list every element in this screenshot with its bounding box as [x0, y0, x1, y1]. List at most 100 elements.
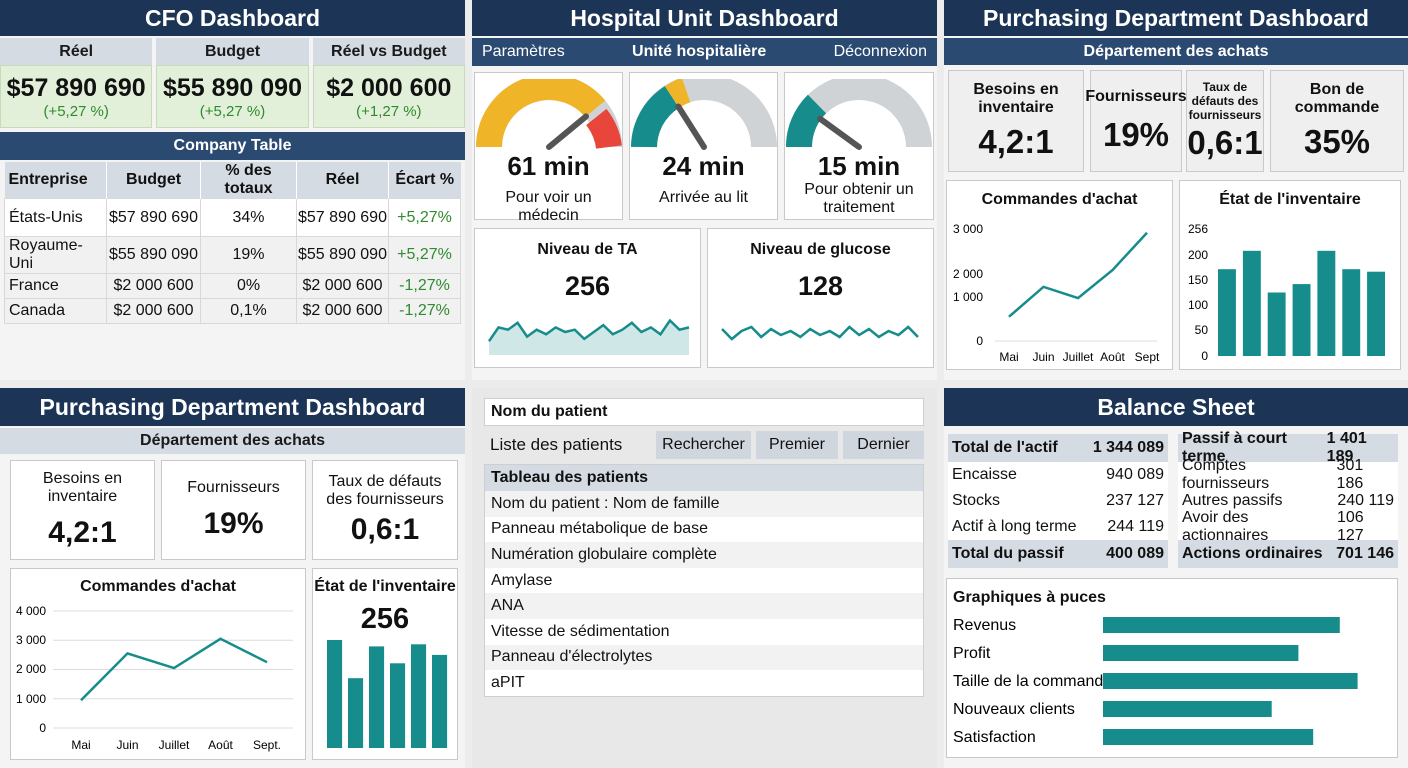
search-button[interactable]: Rechercher — [656, 431, 751, 459]
kpi-suppliers: Fournisseurs 19% — [1085, 70, 1187, 172]
gauge-2 — [631, 79, 777, 150]
purchase-orders-chart: Commandes d'achat 4 000 3 000 2 000 1 00… — [10, 568, 306, 760]
kpi-inventory-needs: Besoins en inventaire 4,2:1 — [10, 460, 155, 560]
last-button[interactable]: Dernier — [843, 431, 924, 459]
line-chart: 3 000 2 000 1 000 0 Mai Juin Juillet Août Se… — [953, 222, 1160, 364]
purchasing-title: Purchasing Department Dashboard — [0, 388, 465, 426]
gauge-needle — [675, 103, 707, 150]
y-tick: 2 000 — [16, 662, 46, 676]
cell: Royaume-Uni — [4, 236, 107, 274]
chart-title: État de l'inventaire — [1219, 191, 1361, 208]
nav-logout-link[interactable]: Déconnexion — [833, 43, 927, 60]
kpi-label: Besoins en inventaire — [42, 470, 123, 505]
liabilities-table: Passif à court terme 1 401 189 Comptes fo… — [1178, 430, 1398, 568]
kpi-value: 19% — [1102, 116, 1170, 153]
list-item[interactable]: aPIT — [485, 670, 923, 696]
row-label: Comptes fournisseurs — [1182, 457, 1270, 492]
bp-title: Niveau de TA — [537, 241, 638, 258]
table-row: Encaisse 940 089 — [948, 462, 1168, 488]
bar — [390, 663, 406, 748]
glucose-title: Niveau de glucose — [750, 241, 891, 258]
x-tick-label: Juillet — [159, 738, 190, 752]
gauge-card-doctor: 61 min Pour voir un médecin — [474, 72, 623, 224]
cfo-dashboard: CFO Dashboard Réel $57 890 690 (+5,27 %)… — [0, 0, 465, 380]
list-item[interactable]: ANA — [485, 593, 923, 619]
col-reel: Réel — [296, 162, 389, 199]
list-item[interactable]: Panneau métabolique de base — [485, 516, 923, 543]
patient-name-field[interactable]: Nom du patient — [484, 398, 924, 426]
glucose-card: Niveau de glucose 128 — [707, 228, 934, 368]
kpi-defect-rate: Taux de défauts des fournisseurs 0,6:1 — [312, 460, 458, 560]
inventory-value: 256 — [360, 603, 410, 635]
bullet-chart: Revenus Profit Taille de la commande Nouvea… — [953, 617, 1358, 746]
y-tick: 100 — [1188, 298, 1208, 312]
row-value: 106 127 — [1336, 509, 1364, 544]
bp-sparkline — [487, 318, 690, 355]
chart-title: Commandes d'achat — [80, 578, 236, 595]
patient-name-label: Nom du patient — [491, 403, 608, 420]
kpi-label: Fournisseurs — [187, 479, 280, 496]
hospital-nav: Paramètres Unité hospitalière Déconnexio… — [472, 38, 937, 66]
bar — [1292, 284, 1311, 356]
bullet-bar — [1103, 617, 1340, 633]
y-tick: 0 — [976, 334, 983, 348]
gauge-needle — [817, 115, 862, 150]
list-item[interactable]: Nom du patient : Nom de famille — [485, 491, 923, 517]
purchase-orders-chart: Commandes d'achat 3 000 2 000 1 000 0 Ma… — [946, 180, 1173, 370]
kpi-change: (+5,27 %) — [199, 102, 266, 120]
y-tick: 256 — [1188, 222, 1208, 236]
nav-settings-link[interactable]: Paramètres — [482, 43, 565, 60]
assets-table: Total de l'actif 1 344 089 Encaisse 940 08… — [948, 434, 1168, 568]
row-label: Total du passif — [952, 545, 1064, 562]
nav-unit-label: Unité hospitalière — [632, 43, 767, 60]
kpi-value: 0,6:1 — [350, 513, 420, 546]
cell: -1,27% — [388, 273, 461, 299]
kpi-defect-rate: Taux de défauts des fournisseurs 0,6:1 — [1186, 70, 1264, 172]
gauge-card-treatment: 15 min Pour obtenir un traitement — [784, 72, 934, 220]
bar — [348, 678, 364, 748]
cell: France — [4, 273, 107, 299]
cell: 0,1% — [200, 298, 297, 324]
kpi-label: Budget — [156, 38, 309, 65]
list-item[interactable]: Panneau d'électrolytes — [485, 644, 923, 671]
bar — [411, 644, 427, 748]
kpi-real-vs-budget: Réel vs Budget $2 000 600 (+1,27 %) — [312, 38, 465, 128]
series-line — [1008, 231, 1148, 318]
row-value: 400 089 — [1106, 545, 1164, 562]
cell: $55 890 090 — [106, 236, 201, 274]
row-label: Encaisse — [952, 466, 1017, 483]
kpi-label: Réel — [0, 38, 153, 65]
kpi-value: $57 890 690 — [6, 73, 146, 102]
list-item[interactable]: Amylase — [485, 567, 923, 594]
kpi-value: 4,2:1 — [48, 516, 117, 549]
cell: $57 890 690 — [296, 198, 389, 237]
x-tick-label: Sept. — [253, 738, 281, 752]
first-button[interactable]: Premier — [756, 431, 838, 459]
kpi-label: Réel vs Budget — [312, 38, 465, 65]
gauge-label: Pour obtenir un traitement — [804, 181, 914, 216]
cell: 19% — [200, 236, 297, 274]
table-row: Actions ordinaires 701 146 — [1178, 540, 1398, 568]
col-ecart: Écart % — [395, 171, 455, 188]
y-tick: 1 000 — [16, 692, 46, 706]
patient-list-label: Liste des patients — [490, 435, 623, 454]
bar — [1242, 250, 1261, 356]
cell: $2 000 600 — [106, 273, 201, 299]
table-row: États-Unis $57 890 690 34% $57 890 690 +… — [4, 198, 461, 237]
bullet-bar — [1103, 729, 1314, 745]
bullet-bar — [1103, 645, 1299, 661]
bullet-label: Nouveaux clients — [953, 701, 1075, 718]
bullet-bar — [1103, 701, 1272, 717]
col-budget: Budget — [106, 162, 201, 199]
gauge-value: 61 min — [507, 151, 590, 181]
kpi-budget: Budget $55 890 090 (+5,27 %) — [156, 38, 309, 128]
kpi-value: $2 000 600 — [326, 73, 452, 102]
cell: 34% — [200, 198, 297, 237]
purchasing-subtitle: Département des achats — [944, 38, 1408, 65]
gauge-label: Arrivée au lit — [659, 189, 748, 206]
list-item[interactable]: Numération globulaire complète — [485, 542, 923, 568]
kpi-value: $55 890 090 — [162, 73, 302, 102]
list-item[interactable]: Vitesse de sédimentation — [485, 618, 923, 645]
kpi-inventory-needs: Besoins en inventaire 4,2:1 — [948, 70, 1084, 172]
kpi-change: (+1,27 %) — [356, 102, 422, 120]
